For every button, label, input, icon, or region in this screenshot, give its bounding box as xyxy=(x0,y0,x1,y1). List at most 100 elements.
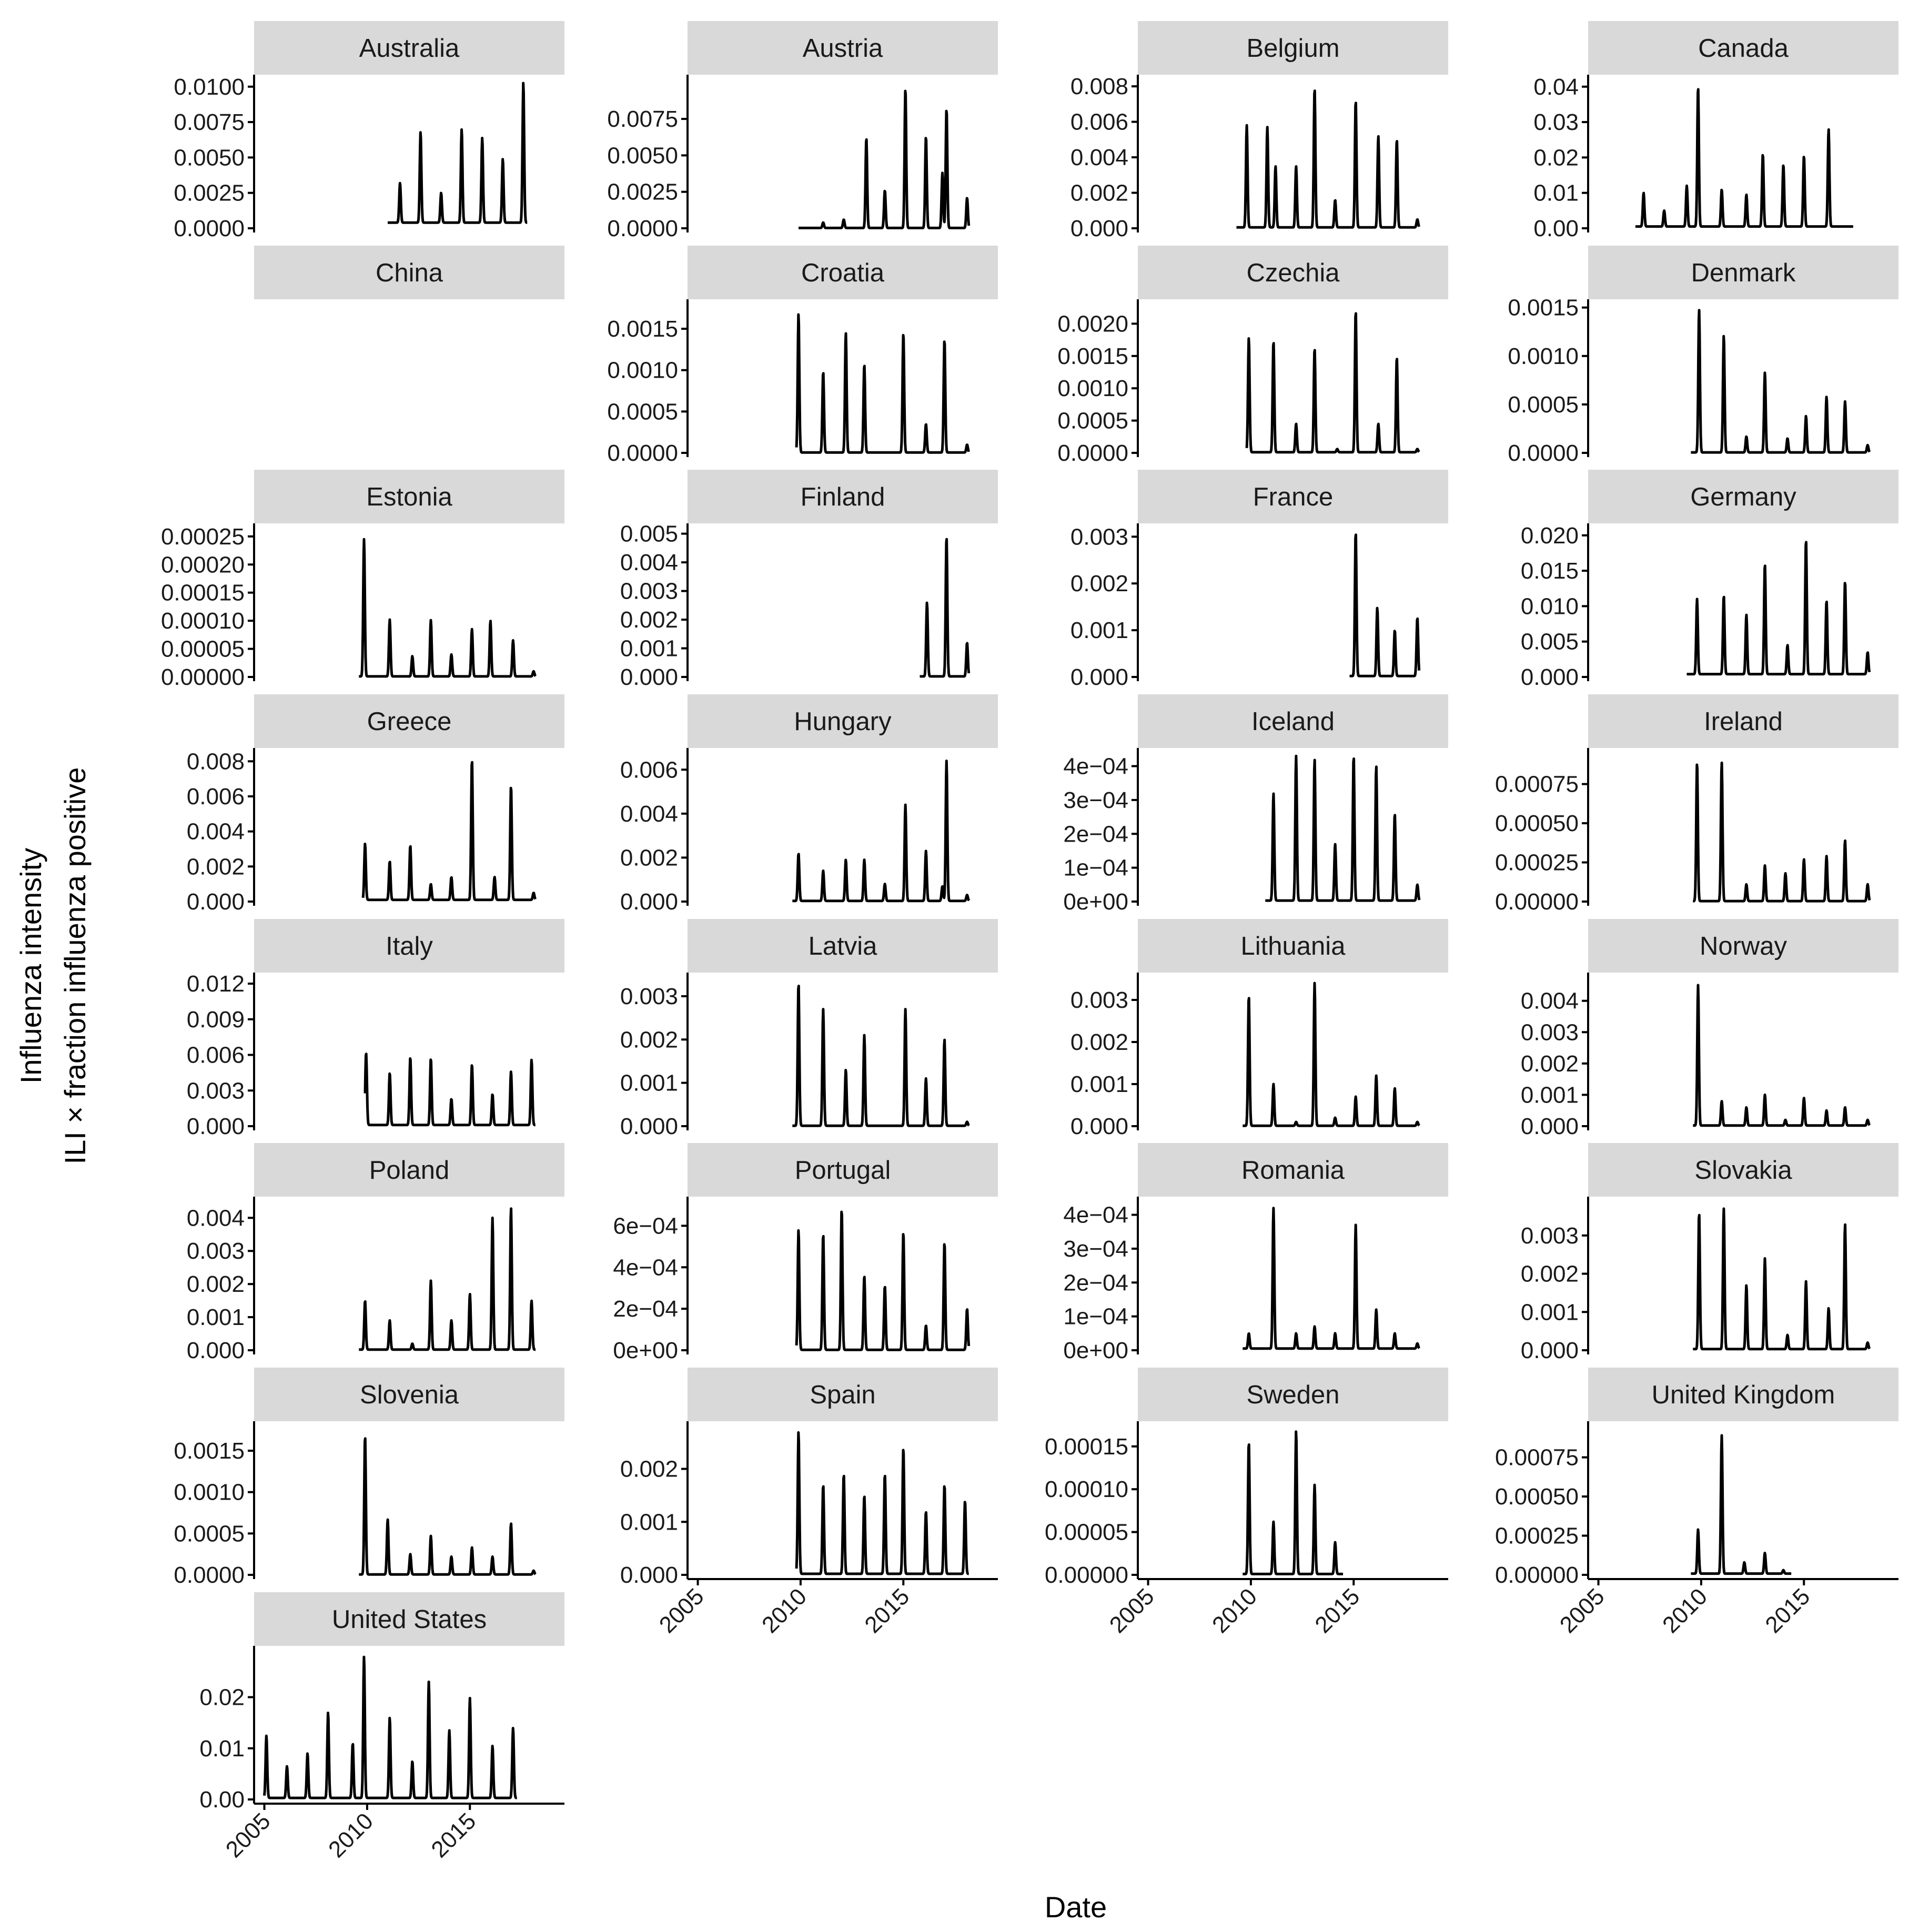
y-tick-label: 0.004 xyxy=(620,550,678,575)
series-line xyxy=(1348,533,1421,677)
y-tick-label: 0.03 xyxy=(1533,109,1579,135)
series-line xyxy=(363,1053,537,1127)
x-tick-label: 2015 xyxy=(426,1808,481,1863)
x-tick-label: 2005 xyxy=(221,1808,276,1863)
y-tick-label: 2e−04 xyxy=(1063,1270,1128,1296)
y-tick-label: 0.002 xyxy=(187,1271,245,1297)
facet-panel: France 0.000 0.001 0.002 0.003 xyxy=(1070,470,1448,690)
series-line xyxy=(795,313,971,454)
facet-strip xyxy=(688,21,998,75)
y-tick-label: 0.000 xyxy=(1070,1114,1128,1139)
facet-panel: Poland 0.000 0.001 0.002 0.003 0.004 xyxy=(187,1143,564,1363)
facet-panels: Australia0.00000.00250.00500.00750.0100A… xyxy=(161,21,1898,1863)
facet-panel: Slovenia 0.0000 0.0005 0.0010 0.0015 xyxy=(174,1368,564,1588)
x-axis-title: Date xyxy=(1045,1890,1107,1924)
y-tick-label: 0.004 xyxy=(187,1205,245,1231)
y-tick-label: 0.0050 xyxy=(607,143,678,168)
y-tick-label: 0.0005 xyxy=(607,399,678,424)
y-tick-label: 0.006 xyxy=(187,784,245,810)
y-tick-label: 0.000 xyxy=(187,889,245,915)
y-tick-label: 0.0025 xyxy=(607,179,678,205)
facet-panel: Denmark 0.0000 0.0005 0.0010 0.0015 xyxy=(1508,246,1898,466)
y-tick-label: 0.001 xyxy=(1070,618,1128,643)
y-tick-label: 0.00050 xyxy=(1495,1484,1579,1510)
facet-panel: Slovakia 0.000 0.001 0.002 0.003 xyxy=(1521,1143,1898,1363)
y-tick-label: 0.00000 xyxy=(1495,1562,1579,1588)
facet-strip xyxy=(688,694,998,748)
y-tick-label: 0.00010 xyxy=(1045,1476,1128,1502)
facet-panel: Portugal 0e+00 2e−04 4e−04 6e−04 xyxy=(613,1143,998,1363)
facet-strip-label: Estonia xyxy=(366,483,452,511)
facet-panel: Norway 0.000 0.001 0.002 0.003 0.004 xyxy=(1521,919,1898,1139)
y-tick-label: 0.0015 xyxy=(1508,295,1579,321)
facet-strip xyxy=(1138,919,1448,973)
series-line xyxy=(1634,88,1854,228)
facet-strip xyxy=(1138,470,1448,523)
y-tick-label: 0.00015 xyxy=(1045,1434,1128,1460)
series-line xyxy=(1692,761,1871,903)
y-tick-label: 0.000 xyxy=(620,889,678,915)
facet-strip xyxy=(254,919,564,973)
y-tick-label: 0.02 xyxy=(199,1685,245,1711)
series-line xyxy=(1690,309,1871,454)
facet-panel: United Kingdom 0.00000 0.00025 0.00050 0.000… xyxy=(1495,1368,1898,1638)
facet-strip xyxy=(1588,21,1898,75)
facet-strip-label: Norway xyxy=(1700,932,1787,960)
y-tick-label: 3e−04 xyxy=(1063,787,1128,813)
y-tick-label: 4e−04 xyxy=(613,1255,678,1280)
y-tick-label: 0.010 xyxy=(1521,593,1579,619)
x-tick-label: 2015 xyxy=(1310,1583,1365,1638)
facet-panel: Croatia 0.0000 0.0005 0.0010 0.0015 xyxy=(607,246,998,466)
facet-strip-label: Slovakia xyxy=(1694,1156,1792,1185)
series-line xyxy=(1241,1430,1344,1575)
y-tick-label: 0.00075 xyxy=(1495,772,1579,797)
series-line xyxy=(358,1207,537,1351)
y-tick-label: 0.00 xyxy=(1533,216,1579,241)
facet-strip-label: United Kingdom xyxy=(1652,1381,1835,1409)
facet-strip xyxy=(1588,470,1898,523)
y-tick-label: 0.00000 xyxy=(1495,889,1579,915)
y-tick-label: 0.01 xyxy=(199,1736,245,1762)
y-tick-label: 0.003 xyxy=(620,579,678,604)
y-tick-label: 0.00 xyxy=(199,1787,245,1813)
y-tick-label: 0.003 xyxy=(187,1238,245,1264)
y-tick-label: 0.002 xyxy=(620,1456,678,1482)
facet-strip-label: Poland xyxy=(369,1156,450,1185)
facet-panel: Spain 0.000 0.001 0.002 2005 2010 2015 xyxy=(620,1368,998,1638)
y-tick-label: 0.01 xyxy=(1533,180,1579,206)
facet-panel: China xyxy=(254,246,564,299)
series-line xyxy=(791,760,971,903)
y-tick-label: 0.003 xyxy=(187,1078,245,1104)
y-tick-label: 0.0005 xyxy=(1508,392,1579,418)
y-tick-label: 0.002 xyxy=(1070,180,1128,206)
facet-strip xyxy=(1588,919,1898,973)
y-tick-label: 0.00025 xyxy=(1495,850,1579,876)
y-tick-label: 0.0010 xyxy=(174,1480,245,1505)
series-line xyxy=(358,1437,537,1576)
series-line xyxy=(1692,1207,1871,1351)
facet-strip-label: Australia xyxy=(359,34,460,63)
y-tick-label: 0.006 xyxy=(1070,109,1128,135)
y-tick-label: 0.00050 xyxy=(1495,811,1579,836)
facet-strip-label: Hungary xyxy=(794,707,892,736)
series-line xyxy=(358,538,537,678)
facet-strip xyxy=(1138,1368,1448,1421)
y-tick-label: 0.000 xyxy=(1521,1114,1579,1139)
y-tick-label: 2e−04 xyxy=(613,1296,678,1322)
y-tick-label: 0.015 xyxy=(1521,558,1579,584)
facet-panel: Italy 0.000 0.003 0.006 0.009 0.012 xyxy=(187,919,564,1139)
facet-strip-label: Slovenia xyxy=(360,1381,459,1409)
y-tick-label: 0.004 xyxy=(1521,988,1579,1014)
y-tick-label: 0.0050 xyxy=(174,145,245,170)
y-tick-label: 0.0020 xyxy=(1057,311,1128,337)
series-line xyxy=(1692,984,1871,1127)
series-line xyxy=(1685,541,1871,676)
facet-panel: Austria 0.0000 0.0025 0.0050 0.0075 xyxy=(607,21,998,241)
y-tick-label: 0.001 xyxy=(620,1070,678,1096)
y-tick-label: 4e−04 xyxy=(1063,1202,1128,1228)
facet-strip xyxy=(1138,246,1448,299)
x-tick-label: 2010 xyxy=(1658,1583,1712,1638)
facet-strip xyxy=(1588,1143,1898,1197)
x-tick-label: 2010 xyxy=(1207,1583,1262,1638)
facet-strip xyxy=(688,246,998,299)
